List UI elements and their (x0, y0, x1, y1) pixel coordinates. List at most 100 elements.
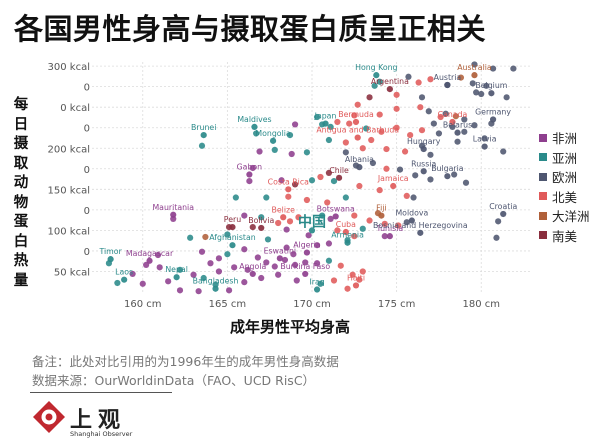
data-points (105, 61, 517, 295)
point-label: Algeria (293, 241, 321, 250)
point-label: Cuba (336, 220, 356, 229)
data-point (442, 110, 449, 117)
grid-lines (92, 62, 532, 292)
labeled-data-point (251, 123, 258, 130)
point-label: Gabon (237, 163, 263, 172)
logo-subtitle: Shanghai Observer (70, 430, 133, 438)
data-point (334, 227, 341, 234)
labeled-data-point (356, 164, 363, 171)
labeled-data-point (212, 285, 219, 292)
data-point (405, 73, 412, 80)
labeled-data-point (229, 224, 236, 231)
y-axis-label-char: 摄 (13, 136, 29, 152)
point-label: Belarus (443, 121, 472, 130)
data-point (359, 225, 366, 232)
data-point (263, 259, 270, 266)
data-point (319, 212, 326, 219)
data-point (342, 194, 349, 201)
data-point (275, 219, 282, 227)
point-label: Maldives (237, 115, 271, 124)
footnote-note: 备注：此处对比引用的为1996年生的成年男性身高数据 (32, 354, 339, 369)
labeled-data-point (417, 229, 424, 236)
data-point (271, 146, 278, 153)
data-point (246, 178, 253, 185)
data-point (317, 280, 324, 287)
y-axis-label-char: 取 (13, 155, 29, 172)
y-axis-label: 每日摄取动物蛋白热量 (12, 96, 30, 291)
point-label: Latvia (473, 135, 497, 144)
y-axis-label-char: 动 (13, 175, 29, 191)
data-point (454, 138, 461, 145)
data-point (295, 214, 302, 221)
point-label: 中国 (298, 213, 326, 230)
data-point (275, 271, 282, 278)
data-point (500, 148, 507, 155)
data-point (437, 113, 444, 121)
legend-swatch (539, 153, 547, 162)
point-label: Canada (438, 110, 468, 119)
legend-item: 大洋洲 (539, 206, 590, 226)
labeled-data-point (200, 132, 207, 139)
labeled-data-point (335, 174, 343, 181)
data-point (473, 89, 480, 96)
legend-item: 亚洲 (539, 148, 590, 168)
data-point (176, 266, 184, 273)
data-point (154, 251, 162, 259)
x-tick-label: 170 cm (293, 299, 331, 310)
y-axis-label-char: 日 (13, 116, 29, 133)
labeled-data-point (378, 212, 385, 219)
data-point (225, 287, 233, 294)
legend: 非洲 亚洲 欧洲 北美 大洋洲 南美 (539, 128, 590, 245)
data-point (427, 151, 434, 158)
data-point (363, 125, 370, 132)
point-label: Austria (434, 73, 462, 82)
point-label: Hungary (407, 137, 441, 146)
data-point (503, 94, 510, 101)
point-label: Moldova (395, 209, 428, 218)
data-point (351, 112, 358, 119)
point-label: Iraq (309, 278, 324, 287)
data-point (425, 108, 432, 115)
y-tick-label: 0 (84, 83, 90, 94)
point-label: Australia (457, 63, 492, 72)
labeled-data-point (121, 276, 128, 283)
data-point (313, 113, 321, 121)
legend-item: 南美 (539, 226, 590, 246)
data-point (410, 194, 417, 201)
labeled-data-point (386, 86, 393, 93)
data-point (457, 74, 465, 81)
data-point (114, 279, 121, 287)
legend-swatch (539, 211, 547, 220)
data-point (461, 116, 468, 123)
data-point (303, 196, 311, 204)
data-point (313, 242, 321, 249)
data-point (231, 264, 238, 271)
point-label: Jamaica (377, 174, 409, 183)
point-label: Chile (329, 166, 349, 175)
data-point (427, 76, 434, 83)
labeled-data-point (313, 286, 321, 293)
data-point (139, 280, 146, 287)
data-point (156, 264, 163, 271)
y-tick-label: 0 (84, 165, 90, 176)
data-point (381, 233, 388, 240)
data-point (383, 165, 390, 172)
data-point (285, 193, 292, 200)
point-label: Afghanistan (209, 233, 255, 242)
data-point (403, 219, 410, 226)
data-point (313, 260, 321, 267)
data-point (403, 192, 410, 199)
point-label: Bangladesh (193, 277, 239, 286)
y-tick-label: 0 kcal (60, 103, 90, 114)
point-label: Argentina (371, 77, 409, 86)
data-point (290, 251, 297, 258)
labeled-data-point (420, 145, 427, 153)
labeled-data-point (352, 118, 360, 126)
labeled-data-point (444, 81, 451, 89)
data-point (286, 218, 294, 225)
point-label: Costa Rica (268, 177, 309, 186)
point-label: Bulgaria (431, 164, 464, 173)
data-point (291, 121, 299, 128)
point-label: Mauritania (152, 203, 194, 212)
data-point (376, 111, 383, 118)
